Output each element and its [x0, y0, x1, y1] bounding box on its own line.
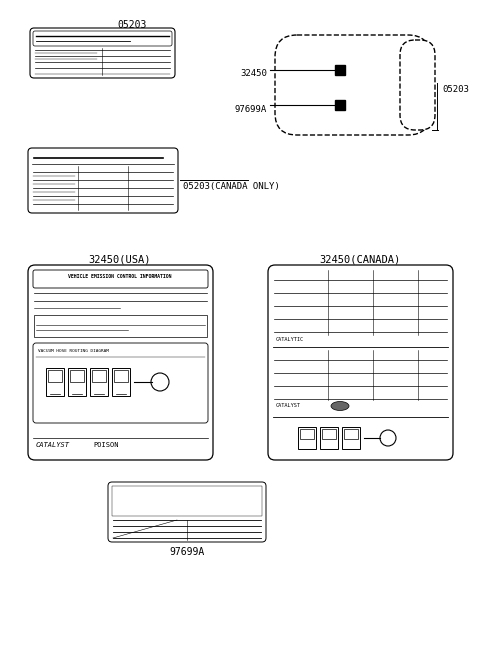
FancyBboxPatch shape [33, 270, 208, 288]
Text: CATALYST: CATALYST [276, 403, 301, 408]
FancyBboxPatch shape [28, 148, 178, 213]
Bar [114, 370, 128, 382]
Text: CATALYTIC: CATALYTIC [276, 337, 304, 342]
Bar [335, 100, 345, 110]
Text: 05203: 05203 [117, 20, 147, 30]
FancyBboxPatch shape [400, 40, 435, 130]
Bar [335, 65, 345, 75]
Bar [90, 368, 108, 396]
Text: 32450(CANADA): 32450(CANADA) [319, 255, 401, 265]
FancyBboxPatch shape [30, 28, 175, 78]
Bar [70, 370, 84, 382]
Text: POISON: POISON [93, 442, 119, 448]
Bar [300, 429, 314, 439]
Text: 32450(USA): 32450(USA) [89, 255, 151, 265]
FancyBboxPatch shape [28, 265, 213, 460]
Bar [112, 486, 262, 516]
Circle shape [380, 430, 396, 446]
FancyBboxPatch shape [33, 343, 208, 423]
FancyBboxPatch shape [108, 482, 266, 542]
Bar [34, 315, 207, 337]
Text: 97699A: 97699A [235, 104, 267, 114]
Bar [342, 427, 360, 449]
Bar [112, 368, 130, 396]
Bar [322, 429, 336, 439]
Ellipse shape [331, 401, 349, 411]
FancyBboxPatch shape [268, 265, 453, 460]
Bar [320, 427, 338, 449]
Bar [46, 368, 64, 396]
Text: VACUUM HOSE ROUTING DIAGRAM: VACUUM HOSE ROUTING DIAGRAM [38, 349, 109, 353]
Text: VEHICLE EMISSION CONTROL INFORMATION: VEHICLE EMISSION CONTROL INFORMATION [68, 274, 172, 279]
Bar [92, 370, 106, 382]
Text: CATALYST: CATALYST [36, 442, 70, 448]
FancyBboxPatch shape [33, 31, 172, 46]
Bar [344, 429, 358, 439]
Bar [298, 427, 316, 449]
Bar [48, 370, 62, 382]
Bar [68, 368, 86, 396]
Text: 05203(CANADA ONLY): 05203(CANADA ONLY) [183, 182, 280, 191]
Text: 32450: 32450 [240, 70, 267, 78]
FancyBboxPatch shape [275, 35, 430, 135]
Text: 97699A: 97699A [169, 547, 204, 557]
Circle shape [151, 373, 169, 391]
Text: 05203: 05203 [442, 85, 469, 93]
